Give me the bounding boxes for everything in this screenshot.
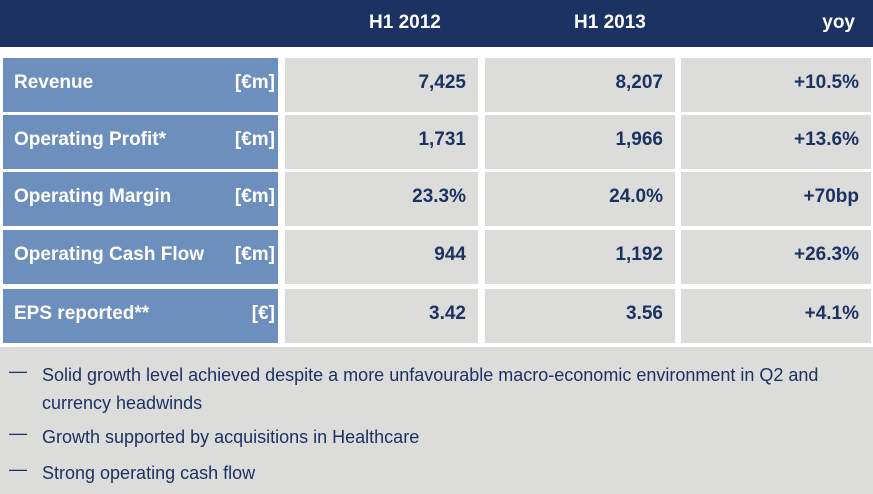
row-label: Operating Cash Flow [€m]	[3, 230, 279, 284]
table-row-operating-margin: Operating Margin [€m] 23.3% 24.0% +70bp	[0, 172, 873, 226]
value-h1-2013: 8,207	[485, 58, 675, 112]
metric-unit: [€m]	[234, 186, 275, 207]
value-yoy: +13.6%	[681, 115, 871, 169]
value-h1-2012: 3.42	[285, 289, 478, 343]
metric-name: Operating Cash Flow	[14, 244, 205, 265]
metric-name: Operating Margin	[14, 186, 172, 207]
header-h1-2013: H1 2013	[574, 12, 646, 33]
metric-unit: [€m]	[234, 244, 275, 265]
table-row-operating-cash-flow: Operating Cash Flow [€m] 944 1,192 +26.3…	[0, 230, 873, 284]
value-h1-2013: 1,966	[485, 115, 675, 169]
table-row-eps-reported: EPS reported** [€] 3.42 3.56 +4.1%	[0, 289, 873, 343]
metric-name: EPS reported**	[14, 303, 150, 324]
row-label: Revenue [€m]	[3, 58, 279, 112]
value-h1-2013: 3.56	[485, 289, 675, 343]
metric-unit: [€m]	[234, 72, 275, 93]
dash-bullet: —	[9, 423, 27, 443]
value-yoy: +4.1%	[681, 289, 871, 343]
dash-bullet: —	[9, 361, 27, 381]
value-h1-2013: 24.0%	[485, 172, 675, 226]
metric-name: Revenue	[14, 72, 94, 93]
value-yoy: +70bp	[681, 172, 871, 226]
value-yoy: +26.3%	[681, 230, 871, 284]
value-h1-2012: 944	[285, 230, 478, 284]
header-yoy: yoy	[822, 12, 855, 33]
notes-panel: — Solid growth level achieved despite a …	[0, 347, 873, 494]
value-yoy: +10.5%	[681, 58, 871, 112]
metric-unit: [€m]	[234, 129, 275, 150]
note-text: Strong operating cash flow	[42, 463, 256, 483]
header-h1-2012: H1 2012	[369, 12, 441, 33]
row-label: Operating Profit* [€m]	[3, 115, 279, 169]
value-h1-2012: 7,425	[285, 58, 478, 112]
metric-unit: [€]	[251, 303, 275, 324]
table-row-operating-profit: Operating Profit* [€m] 1,731 1,966 +13.6…	[0, 115, 873, 169]
table-row-revenue: Revenue [€m] 7,425 8,207 +10.5%	[0, 58, 873, 112]
metric-name: Operating Profit*	[14, 129, 167, 150]
value-h1-2012: 23.3%	[285, 172, 478, 226]
table-header: H1 2012 H1 2013 yoy	[0, 0, 873, 47]
note-text: Solid growth level achieved despite a mo…	[42, 365, 819, 413]
note-text: Growth supported by acquisitions in Heal…	[42, 427, 420, 447]
value-h1-2012: 1,731	[285, 115, 478, 169]
dash-bullet: —	[9, 459, 27, 479]
row-label: Operating Margin [€m]	[3, 172, 279, 226]
value-h1-2013: 1,192	[485, 230, 675, 284]
row-label: EPS reported** [€]	[3, 289, 279, 343]
